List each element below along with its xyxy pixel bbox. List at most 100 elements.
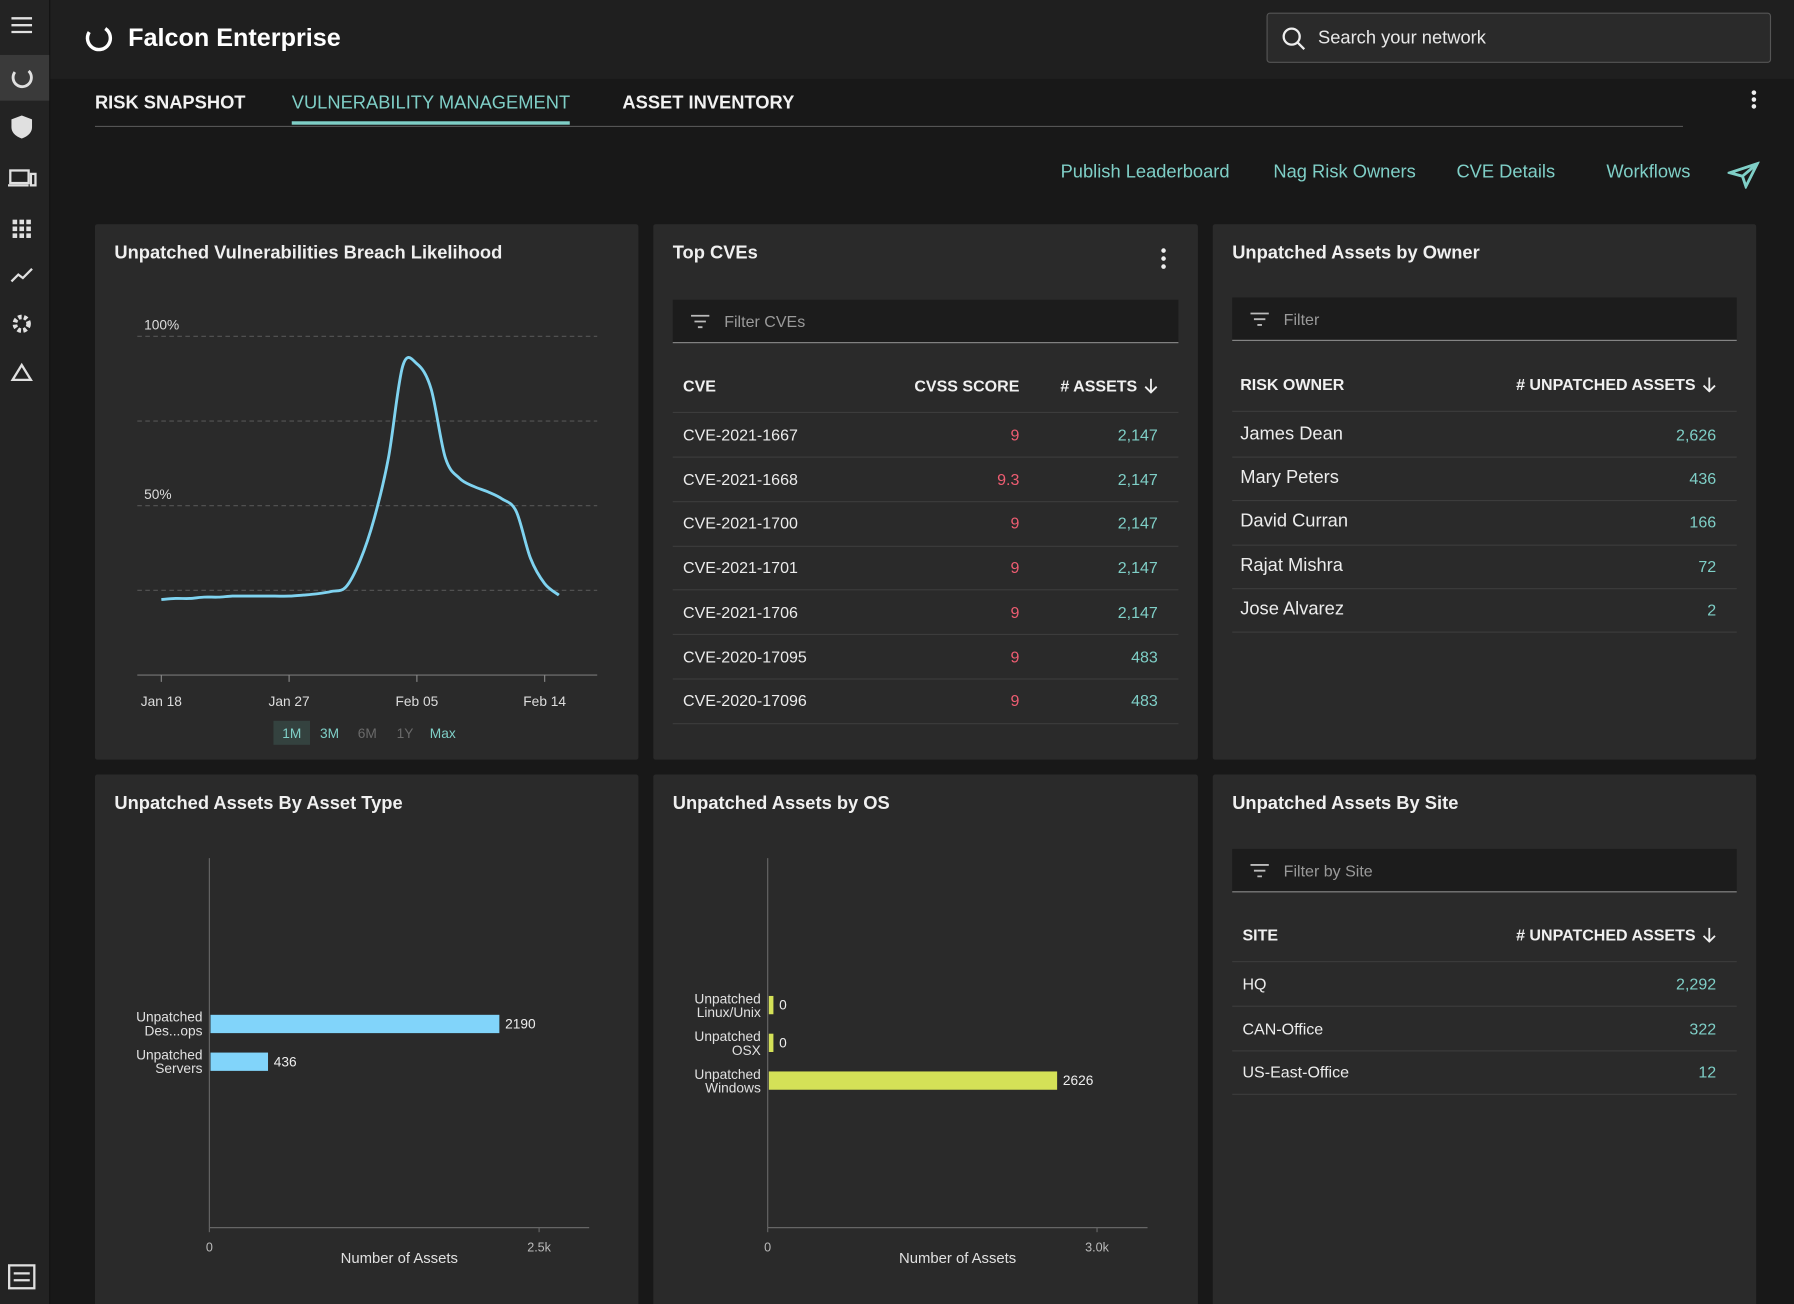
tab-indicator xyxy=(291,121,570,125)
bar xyxy=(210,1014,500,1034)
table-cell: 9 xyxy=(1010,602,1020,622)
table-cell: 9 xyxy=(1010,691,1020,710)
row-divider xyxy=(1232,587,1737,589)
table-cell: Mary Peters xyxy=(1240,468,1339,488)
x-tick-label: Jan 18 xyxy=(141,694,183,709)
table-cell: 9 xyxy=(1010,514,1020,533)
dashboard-icon[interactable] xyxy=(11,69,33,89)
panel: Unpatched Assets by Owner Filter RISK OWN… xyxy=(1212,224,1757,760)
table-cell: CVE-2021-1668 xyxy=(683,469,798,489)
table-cell: 483 xyxy=(1131,691,1158,710)
bar xyxy=(768,1071,1058,1090)
more-menu[interactable] xyxy=(1157,247,1171,270)
panel-title: Unpatched Vulnerabilities Breach Likelih… xyxy=(114,243,503,264)
row-divider xyxy=(1232,500,1737,502)
sidebar xyxy=(0,0,51,1304)
category-label: Unpatched Des...ops xyxy=(136,1009,203,1039)
table-cell: 166 xyxy=(1689,513,1717,532)
settings-icon[interactable] xyxy=(12,314,31,333)
x-tick-label: 2.5k xyxy=(527,1241,551,1255)
row-divider xyxy=(1232,1005,1737,1008)
filter-box[interactable]: Filter xyxy=(1232,297,1737,341)
row-divider xyxy=(672,411,1179,414)
table-cell: 9.3 xyxy=(997,469,1020,489)
shield-icon[interactable] xyxy=(11,115,33,139)
table-cell: 2,147 xyxy=(1117,469,1158,489)
chart: 0 2.5k Number of Assets 2190 436 xyxy=(206,858,590,1267)
table-cell: 2,147 xyxy=(1117,514,1158,533)
action-link[interactable]: Nag Risk Owners xyxy=(1273,162,1416,182)
table-cell: 2,292 xyxy=(1676,974,1717,994)
search-box[interactable]: Search your network xyxy=(1266,12,1772,63)
tab[interactable]: VULNERABILITY MANAGEMENT xyxy=(291,93,571,114)
y-tick-label: 100% xyxy=(144,318,179,333)
panel: Top CVEs Filter CVEs CVE CVSS SCORE # ASSET… xyxy=(653,224,1198,760)
row-divider xyxy=(672,456,1179,459)
bar xyxy=(768,995,774,1015)
column-header-text: CVE xyxy=(683,376,716,395)
table-cell: 2,147 xyxy=(1117,425,1158,444)
column-header-text: CVSS SCORE xyxy=(914,376,1020,395)
table-cell: David Curran xyxy=(1240,511,1349,532)
alert-icon[interactable] xyxy=(10,362,33,381)
table-cell: 483 xyxy=(1131,646,1158,666)
trend-icon[interactable] xyxy=(10,268,33,283)
panel-title: Top CVEs xyxy=(672,243,758,264)
tab[interactable]: ASSET INVENTORY xyxy=(622,93,795,114)
category-label: Unpatched OSX xyxy=(694,1027,761,1058)
table-cell: 2 xyxy=(1707,600,1717,619)
devices-icon[interactable] xyxy=(8,169,37,187)
category-label: Unpatched Servers xyxy=(136,1046,203,1077)
table-cell: CVE-2021-1667 xyxy=(683,425,798,444)
column-header: # UNPATCHED ASSETS xyxy=(1516,373,1716,396)
panel: Unpatched Assets By Asset Type 0 2.5k Numb… xyxy=(94,774,639,1304)
x-tick-label: 0 xyxy=(764,1241,771,1255)
row-divider xyxy=(672,501,1179,503)
filter-box[interactable]: Filter CVEs xyxy=(672,299,1179,344)
range-button[interactable]: 1M xyxy=(282,726,301,741)
logo xyxy=(85,27,113,52)
range-button: 6M xyxy=(358,726,377,741)
filter-placeholder: Filter xyxy=(1283,310,1320,329)
sidebar-active xyxy=(0,54,50,101)
search-icon xyxy=(1282,27,1306,51)
more-menu[interactable] xyxy=(1746,89,1762,112)
tab[interactable]: RISK SNAPSHOT xyxy=(94,93,246,114)
filter-box[interactable]: Filter by Site xyxy=(1232,848,1737,893)
chart: 50% 100% Jan 18 Jan 27 Feb 05 Feb 14 1M 3M 6M 1Y M… xyxy=(137,318,598,745)
row-divider xyxy=(672,589,1179,591)
menu-icon[interactable] xyxy=(11,17,33,34)
line-series xyxy=(161,356,560,601)
action-link[interactable]: Workflows xyxy=(1606,162,1691,182)
table-cell: 436 xyxy=(1689,469,1717,488)
table-cell: 2,147 xyxy=(1117,558,1158,577)
row-divider xyxy=(1232,631,1737,633)
panel: Unpatched Assets by OS 0 3.0k Number of As… xyxy=(653,774,1198,1304)
apps-icon[interactable] xyxy=(12,219,31,238)
table-cell: 322 xyxy=(1689,1018,1717,1038)
table-cell: CVE-2021-1701 xyxy=(683,558,798,577)
table-cell: CVE-2021-1700 xyxy=(683,514,798,533)
panel: Unpatched Assets By Site Filter by Site S… xyxy=(1212,774,1757,1304)
action-link[interactable]: CVE Details xyxy=(1456,162,1556,182)
table-cell: 9 xyxy=(1010,425,1020,444)
y-tick-label: 50% xyxy=(144,487,171,502)
column-header: SITE xyxy=(1242,923,1278,946)
bottom-icon[interactable] xyxy=(8,1264,36,1290)
action-link[interactable]: Publish Leaderboard xyxy=(1060,162,1230,182)
table-cell: 9 xyxy=(1010,646,1020,666)
data-label: 0 xyxy=(779,1035,787,1050)
app-title: Falcon Enterprise xyxy=(128,22,341,52)
range-active xyxy=(273,720,311,745)
filter-placeholder: Filter CVEs xyxy=(724,312,806,331)
row-divider xyxy=(1232,410,1737,412)
range-button[interactable]: 3M xyxy=(320,726,339,741)
table-cell: James Dean xyxy=(1240,424,1343,444)
column-header-text: # UNPATCHED ASSETS xyxy=(1516,375,1696,394)
send-icon[interactable] xyxy=(1727,161,1760,189)
table-cell: HQ xyxy=(1242,974,1267,994)
x-axis-label: Number of Assets xyxy=(341,1251,458,1267)
range-button[interactable]: Max xyxy=(430,726,456,741)
table-cell: 9 xyxy=(1010,558,1020,577)
